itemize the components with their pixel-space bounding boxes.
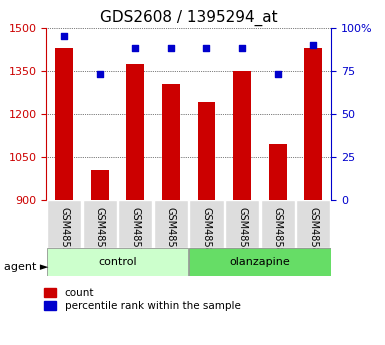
Point xyxy=(203,46,209,51)
Text: GSM48559: GSM48559 xyxy=(59,207,69,260)
Legend: count, percentile rank within the sample: count, percentile rank within the sample xyxy=(44,288,240,311)
FancyBboxPatch shape xyxy=(189,248,332,276)
Point xyxy=(275,71,281,77)
FancyBboxPatch shape xyxy=(296,200,330,248)
Point xyxy=(61,33,67,39)
Bar xyxy=(305,48,322,200)
FancyBboxPatch shape xyxy=(82,200,117,248)
Bar xyxy=(198,102,215,200)
FancyBboxPatch shape xyxy=(225,200,259,248)
Text: control: control xyxy=(98,257,137,267)
Bar xyxy=(233,71,251,200)
Bar xyxy=(55,48,73,200)
Text: agent ►: agent ► xyxy=(4,263,48,272)
Text: GSM48580: GSM48580 xyxy=(201,207,211,260)
Text: GSM48578: GSM48578 xyxy=(130,207,140,260)
Bar xyxy=(126,63,144,200)
Title: GDS2608 / 1395294_at: GDS2608 / 1395294_at xyxy=(100,10,278,26)
FancyBboxPatch shape xyxy=(47,248,188,276)
Point xyxy=(97,71,103,77)
Point xyxy=(310,42,316,48)
FancyBboxPatch shape xyxy=(47,200,81,248)
Point xyxy=(239,46,245,51)
Point xyxy=(132,46,138,51)
Text: GSM48579: GSM48579 xyxy=(166,207,176,260)
Text: GSM48583: GSM48583 xyxy=(308,207,318,260)
FancyBboxPatch shape xyxy=(154,200,188,248)
Text: GSM48577: GSM48577 xyxy=(95,207,105,260)
Text: GSM48582: GSM48582 xyxy=(273,207,283,260)
FancyBboxPatch shape xyxy=(189,200,224,248)
Bar xyxy=(269,144,286,200)
Point xyxy=(168,46,174,51)
Text: GSM48581: GSM48581 xyxy=(237,207,247,260)
Text: olanzapine: olanzapine xyxy=(229,257,290,267)
FancyBboxPatch shape xyxy=(261,200,295,248)
Bar xyxy=(162,83,180,200)
FancyBboxPatch shape xyxy=(118,200,152,248)
Bar xyxy=(91,170,109,200)
